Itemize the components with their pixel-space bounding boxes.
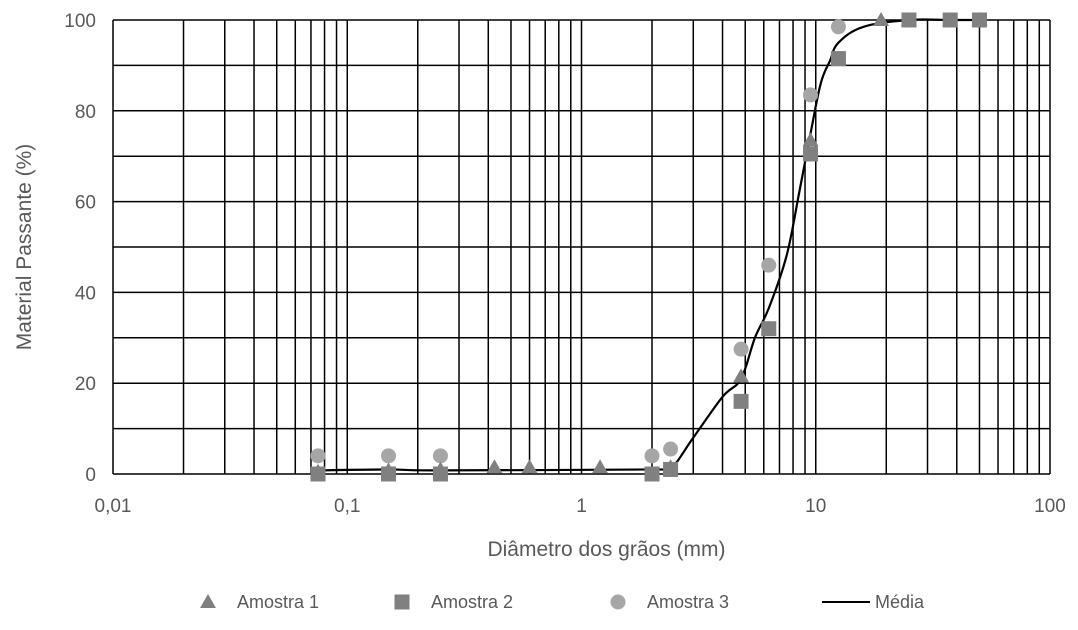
data-point-triangle: [486, 459, 503, 474]
data-point-square: [971, 12, 987, 28]
grid-layer: [112, 19, 1051, 475]
data-point-circle: [761, 257, 777, 273]
data-point-square: [942, 12, 958, 28]
data-point-circle: [644, 448, 660, 464]
data-point-circle: [380, 448, 396, 464]
y-tick-label: 40: [75, 283, 96, 304]
data-point-square: [733, 393, 749, 409]
x-tick-label: 0,1: [334, 496, 360, 517]
data-point-circle: [803, 87, 819, 103]
x-axis-title: Diâmetro dos grãos (mm): [487, 538, 725, 561]
data-point-square: [432, 466, 448, 482]
legend-label: Amostra 2: [431, 592, 513, 612]
data-point-square: [761, 321, 777, 337]
y-tick-label: 80: [75, 102, 96, 123]
data-point-square: [901, 12, 917, 28]
data-point-triangle: [802, 132, 819, 147]
data-point-circle: [432, 448, 448, 464]
data-point-square: [644, 466, 660, 482]
x-tick-label: 0,01: [95, 496, 132, 517]
legend-label: Amostra 3: [647, 592, 729, 612]
data-point-circle: [830, 19, 846, 35]
legend-swatch-square: [394, 594, 410, 610]
x-tick-label: 100: [1034, 496, 1066, 517]
marks-layer: [309, 12, 988, 482]
data-point-square: [830, 51, 846, 67]
data-point-triangle: [873, 12, 890, 26]
data-point-square: [380, 466, 396, 482]
data-point-circle: [310, 448, 326, 464]
x-tick-label: 1: [576, 496, 587, 517]
legend-swatch-circle: [610, 594, 626, 610]
data-point-circle: [733, 341, 749, 357]
series-line-media: [317, 18, 980, 473]
data-point-square: [663, 461, 679, 477]
data-point-circle: [663, 441, 679, 457]
y-tick-label: 0: [85, 465, 96, 486]
legend-label: Média: [875, 592, 925, 612]
data-point-square: [803, 146, 819, 162]
data-point-square: [310, 466, 326, 482]
y-axis-title: Material Passante (%): [13, 144, 36, 351]
axes-layer: 0 20 40 60 80 100 0,01 0,1 1 10 100 Diâmetro dos gr…: [13, 11, 1066, 561]
legend-label: Amostra 1: [237, 592, 319, 612]
legend: Amostra 1 Amostra 2 Amostra 3 Média: [200, 592, 925, 612]
x-tick-label: 10: [805, 496, 826, 517]
legend-swatch-triangle: [200, 594, 216, 608]
y-tick-label: 100: [64, 11, 96, 32]
data-point-triangle: [733, 368, 750, 383]
y-tick-label: 20: [75, 374, 96, 395]
data-point-triangle: [592, 459, 609, 474]
data-point-triangle: [521, 459, 538, 474]
y-tick-label: 60: [75, 193, 96, 214]
